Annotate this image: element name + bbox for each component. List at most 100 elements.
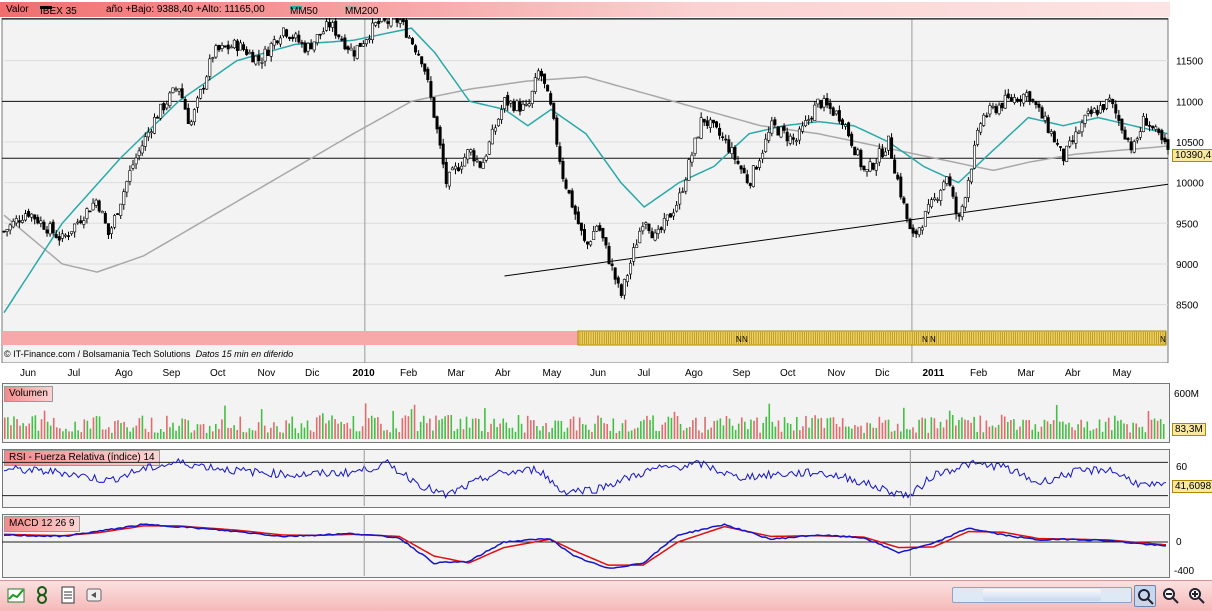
fit-icon[interactable] (1134, 585, 1156, 607)
volume-bar (1132, 422, 1134, 439)
volume-bar (1156, 420, 1159, 439)
volume-bar (655, 430, 657, 439)
volume-bar (150, 417, 153, 439)
volume-bar (918, 419, 920, 439)
volume-bar (649, 420, 651, 439)
candle-body (27, 211, 31, 217)
strip-marker-label: N (930, 335, 936, 344)
volume-bar (964, 419, 966, 439)
volume-bar (844, 426, 847, 439)
candle-body (217, 45, 221, 51)
candle-body (570, 190, 574, 208)
zoom-out-icon[interactable] (1160, 585, 1180, 605)
candle-body (675, 204, 679, 212)
candle-body (364, 39, 368, 45)
volume-bar (340, 421, 342, 439)
volume-bar (331, 415, 333, 439)
candle-body (352, 50, 356, 57)
volume-bar (141, 415, 144, 439)
candle-body (662, 218, 666, 231)
candle-body (281, 27, 285, 37)
volume-bar (450, 415, 453, 439)
volume-bar (83, 419, 86, 439)
candle-body (816, 98, 820, 105)
candle-body (576, 211, 580, 225)
candle-body (248, 51, 252, 55)
candle-body (797, 128, 801, 141)
x-tick-label: Ago (685, 368, 703, 379)
volume-bar (19, 425, 21, 439)
back-icon[interactable] (84, 585, 104, 605)
volume-bar (144, 428, 147, 439)
scroll-thumb[interactable] (983, 589, 1101, 601)
x-tick-label: 2011 (922, 368, 945, 379)
volume-bar (1162, 423, 1165, 439)
volume-bar (156, 432, 159, 439)
candle-body (125, 181, 129, 193)
volume-bar (386, 429, 388, 439)
candle-body (94, 199, 98, 206)
candle-body (1046, 117, 1050, 133)
volume-bar (1058, 421, 1061, 439)
volume-bar (477, 418, 480, 439)
candle-body (831, 107, 835, 116)
strip-marker-label: N (742, 335, 748, 344)
candle-body (721, 136, 725, 139)
volume-bar (872, 427, 875, 439)
volume-bar (370, 415, 373, 439)
volume-bar (178, 425, 180, 439)
volume-bar (218, 428, 220, 439)
candle-body (770, 120, 774, 134)
volume-bar (961, 417, 963, 439)
volume-bar (211, 431, 214, 439)
volume-bar (444, 416, 446, 439)
settings-icon[interactable] (32, 585, 52, 605)
candle-body (438, 126, 442, 146)
zoom-in-icon[interactable] (1186, 585, 1206, 605)
candle-body (1102, 104, 1106, 111)
candle-body (122, 191, 126, 205)
candle-body (269, 43, 273, 57)
candle-body (450, 167, 454, 171)
mm50-label: MM50 (290, 6, 318, 17)
volume-bar (670, 417, 673, 439)
bottom-toolbar (0, 580, 1212, 611)
volume-bar (1153, 418, 1156, 439)
volume-bar (95, 415, 98, 439)
volume-bar (976, 431, 979, 439)
volume-bar (942, 427, 945, 439)
candle-body (988, 105, 992, 115)
volume-bar (523, 432, 526, 439)
horizontal-scrollbar[interactable] (952, 587, 1132, 603)
candle-body (856, 149, 860, 156)
candle-body (754, 166, 758, 170)
x-tick-label: Abr (495, 368, 511, 379)
candle-body (331, 22, 335, 28)
volume-bar (1159, 419, 1162, 439)
candle-body (85, 208, 89, 220)
volume-bar (548, 432, 550, 439)
volume-bar (86, 420, 89, 439)
candle-body (521, 103, 525, 111)
candle-body (1062, 148, 1066, 162)
candle-body (5, 229, 9, 232)
chart-icon[interactable] (6, 585, 26, 605)
volume-bar (768, 403, 771, 439)
document-icon[interactable] (58, 585, 78, 605)
volume-bar (1150, 419, 1153, 439)
volume-bar (958, 419, 960, 439)
candle-body (899, 176, 903, 198)
candle-body (444, 162, 448, 184)
volume-bar (187, 420, 190, 439)
candle-body (1132, 141, 1136, 153)
candle-body (478, 161, 482, 168)
volume-bar (10, 425, 12, 439)
volume-bar (841, 418, 844, 439)
volume-bar (499, 423, 501, 439)
volume-bar (254, 430, 257, 439)
candle-body (902, 197, 906, 204)
candle-body (30, 213, 34, 218)
volume-bar (832, 417, 835, 439)
volume-bar (441, 418, 443, 439)
